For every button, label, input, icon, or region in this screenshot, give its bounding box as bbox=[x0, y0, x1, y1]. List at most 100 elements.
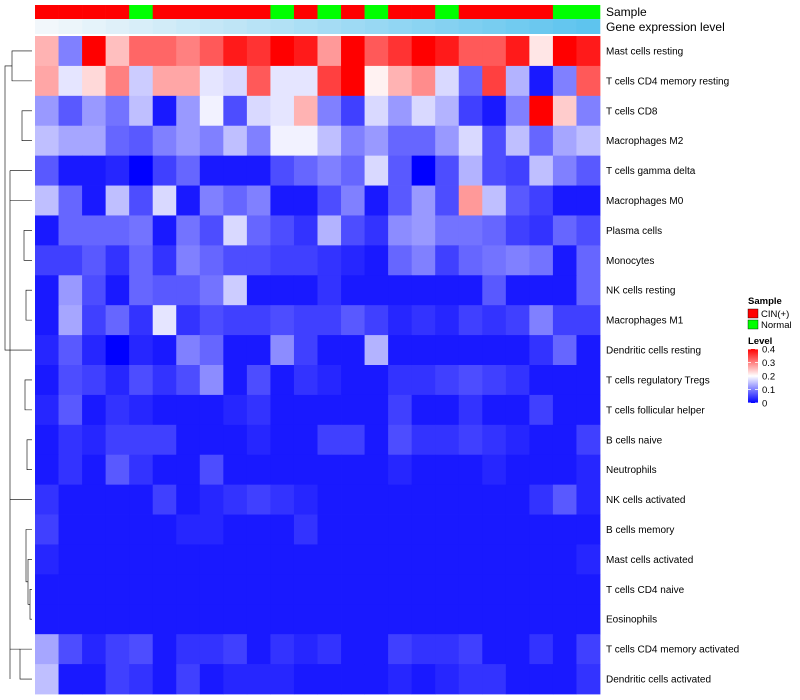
heatmap-cell bbox=[129, 36, 154, 67]
heatmap-cell bbox=[552, 574, 577, 605]
heatmap-cell bbox=[529, 424, 554, 456]
heatmap-cell bbox=[270, 604, 295, 635]
heatmap-cell bbox=[176, 155, 201, 186]
heatmap-cell bbox=[505, 305, 530, 336]
heatmap-cell bbox=[152, 394, 177, 426]
heatmap-cell bbox=[82, 365, 107, 396]
heatmap-cell bbox=[341, 514, 365, 545]
heatmap-cell bbox=[58, 454, 83, 486]
sample-annotation-cell bbox=[482, 5, 507, 19]
heatmap-cell bbox=[105, 95, 130, 127]
heatmap-cell bbox=[552, 245, 577, 276]
heatmap-cell bbox=[199, 634, 224, 665]
heatmap-cell bbox=[199, 95, 224, 127]
heatmap-cell bbox=[246, 514, 271, 545]
level-tick-label: 0 bbox=[762, 399, 767, 410]
heatmap-cell bbox=[411, 424, 436, 456]
heatmap-cell bbox=[317, 394, 342, 426]
heatmap-cell bbox=[176, 215, 201, 246]
heatmap-cell bbox=[270, 215, 295, 246]
heatmap-cell bbox=[482, 245, 507, 276]
heatmap-cell bbox=[505, 484, 530, 515]
expression-annotation-cell bbox=[58, 19, 83, 34]
heatmap-cell bbox=[270, 574, 295, 605]
heatmap-cell bbox=[246, 335, 271, 366]
heatmap-cell bbox=[105, 454, 130, 486]
heatmap-cell bbox=[223, 394, 248, 426]
heatmap-cell bbox=[482, 424, 507, 456]
expression-annotation-cell bbox=[341, 19, 365, 34]
sample-annotation-cell bbox=[552, 5, 577, 19]
heatmap-cell bbox=[411, 305, 436, 336]
heatmap-cell bbox=[58, 394, 83, 426]
heatmap-cell bbox=[482, 514, 507, 545]
heatmap-cell bbox=[293, 634, 318, 665]
heatmap-cell bbox=[176, 664, 201, 695]
heatmap-cell bbox=[105, 484, 130, 515]
level-tick-label: 0.4 bbox=[762, 345, 775, 356]
heatmap-cell bbox=[341, 335, 365, 366]
heatmap-cell bbox=[152, 245, 177, 276]
heatmap-cell bbox=[246, 245, 271, 276]
heatmap-cell bbox=[293, 454, 318, 486]
heatmap-cell bbox=[435, 36, 460, 67]
expression-annotation-cell bbox=[176, 19, 201, 34]
sample-annotation-cell bbox=[82, 5, 106, 19]
heatmap-cell bbox=[246, 664, 271, 695]
heatmap-cell bbox=[552, 335, 577, 366]
heatmap-cells bbox=[35, 36, 601, 695]
heatmap-cell bbox=[246, 155, 271, 186]
heatmap-cell bbox=[505, 185, 530, 216]
heatmap-cell bbox=[552, 394, 577, 426]
heatmap-cell bbox=[364, 215, 389, 246]
heatmap-cell bbox=[223, 574, 248, 605]
heatmap-cell bbox=[58, 305, 83, 336]
expression-annotation-cell bbox=[458, 19, 483, 34]
heatmap-cell bbox=[199, 335, 224, 366]
heatmap-cell bbox=[199, 125, 224, 157]
expression-annotation-cell bbox=[82, 19, 106, 34]
heatmap-cell bbox=[576, 394, 601, 426]
heatmap-cell bbox=[529, 125, 554, 157]
heatmap-cell bbox=[35, 484, 59, 515]
heatmap-cell bbox=[552, 305, 577, 336]
heatmap-cell bbox=[435, 215, 460, 246]
heatmap-cell bbox=[458, 514, 483, 545]
heatmap-cell bbox=[199, 365, 224, 396]
heatmap-cell bbox=[152, 365, 177, 396]
heatmap-cell bbox=[105, 185, 130, 216]
heatmap-cell bbox=[458, 574, 483, 605]
heatmap-cell bbox=[223, 65, 248, 97]
heatmap-cell bbox=[552, 275, 577, 306]
heatmap-cell bbox=[435, 65, 460, 97]
heatmap-cell bbox=[364, 245, 389, 276]
heatmap-cell bbox=[411, 335, 436, 366]
heatmap-cell bbox=[458, 185, 483, 216]
heatmap-cell bbox=[129, 335, 154, 366]
heatmap-cell bbox=[341, 544, 365, 575]
heatmap-cell bbox=[58, 634, 83, 665]
heatmap-cell bbox=[317, 275, 342, 306]
heatmap-cell bbox=[82, 95, 107, 127]
heatmap-cell bbox=[293, 484, 318, 515]
heatmap-cell bbox=[293, 544, 318, 575]
heatmap-cell bbox=[388, 365, 413, 396]
dendrogram-branch bbox=[4, 65, 12, 351]
heatmap-cell bbox=[176, 365, 201, 396]
heatmap-cell bbox=[82, 125, 107, 157]
heatmap-cell bbox=[364, 65, 389, 97]
sample-annotation-cell bbox=[435, 5, 460, 19]
sample-annotation-cell bbox=[529, 5, 554, 19]
heatmap-cell bbox=[341, 394, 365, 426]
heatmap-cell bbox=[223, 514, 248, 545]
heatmap-cell bbox=[435, 125, 460, 157]
heatmap-cell bbox=[176, 634, 201, 665]
heatmap-cell bbox=[270, 335, 295, 366]
heatmap-cell bbox=[364, 155, 389, 186]
heatmap-cell bbox=[199, 155, 224, 186]
heatmap-cell bbox=[435, 574, 460, 605]
heatmap-cell bbox=[576, 604, 601, 635]
heatmap-cell bbox=[35, 365, 59, 396]
heatmap-cell bbox=[411, 544, 436, 575]
heatmap-cell bbox=[388, 185, 413, 216]
